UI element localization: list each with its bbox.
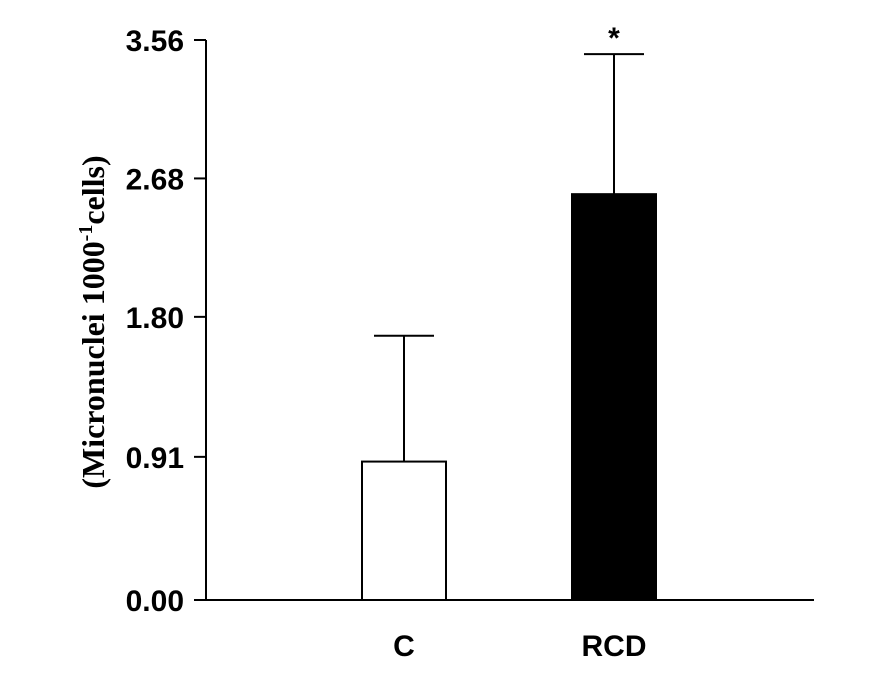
y-ticks: 0.00 0.91 1.80 2.68 3.56 bbox=[126, 25, 206, 618]
bar-c bbox=[361, 460, 447, 601]
y-axis-label-tail: cells) bbox=[75, 155, 111, 224]
significance-asterisk: * bbox=[608, 22, 620, 55]
y-tick-label: 2.68 bbox=[126, 163, 184, 196]
category-label-rcd: RCD bbox=[582, 630, 647, 663]
bar-rcd bbox=[571, 193, 657, 601]
significance-markers: * bbox=[608, 22, 620, 55]
y-tick-label: 0.00 bbox=[126, 585, 184, 618]
y-tick-label: 3.56 bbox=[126, 25, 184, 58]
y-axis-label: (Micronuclei 1000-1cells) bbox=[75, 155, 111, 488]
category-label-c: C bbox=[393, 630, 415, 663]
y-axis-label-main: (Micronuclei 1000 bbox=[75, 241, 111, 488]
y-tick-label: 1.80 bbox=[126, 302, 184, 335]
y-tick-label: 0.91 bbox=[126, 442, 184, 475]
category-labels: C RCD bbox=[393, 630, 646, 663]
y-axis-label-superscript: -1 bbox=[75, 225, 97, 242]
error-bars bbox=[374, 53, 644, 462]
bars bbox=[361, 193, 657, 601]
